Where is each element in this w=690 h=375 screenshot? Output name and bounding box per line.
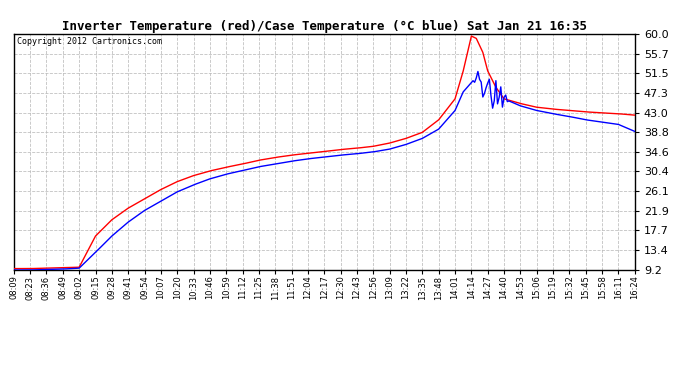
Title: Inverter Temperature (red)/Case Temperature (°C blue) Sat Jan 21 16:35: Inverter Temperature (red)/Case Temperat… bbox=[62, 20, 586, 33]
Text: Copyright 2012 Cartronics.com: Copyright 2012 Cartronics.com bbox=[17, 37, 162, 46]
